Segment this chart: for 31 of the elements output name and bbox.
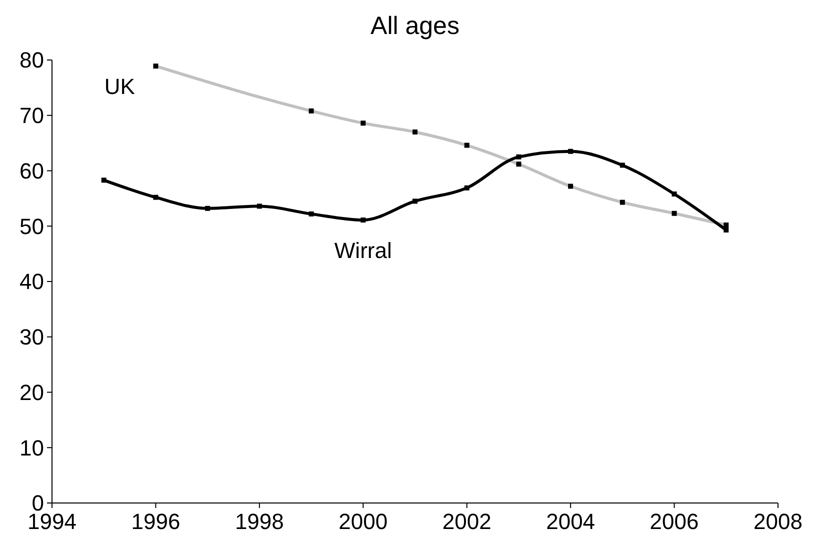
point — [464, 185, 470, 190]
chart-title: All ages — [370, 12, 460, 40]
x-tick-label: 1998 — [234, 509, 284, 534]
y-tick-label: 20 — [20, 380, 44, 405]
y-tick-label: 10 — [20, 435, 44, 460]
point — [620, 162, 625, 168]
point — [205, 206, 210, 211]
y-tick-label: 60 — [20, 158, 44, 184]
point — [672, 192, 677, 197]
point — [256, 204, 262, 209]
y-tick-label: 40 — [20, 269, 44, 294]
point — [360, 218, 366, 223]
point — [724, 228, 729, 232]
point — [153, 194, 158, 200]
x-tick-label: 2008 — [754, 509, 802, 534]
x-tick-label: 2000 — [338, 509, 388, 534]
x-tick-label: 2006 — [650, 509, 699, 534]
point — [412, 198, 418, 204]
y-tick-label: 80 — [20, 48, 44, 73]
x-tick-label: 2002 — [442, 509, 492, 534]
series-label: Wirral — [334, 238, 392, 264]
y-tick-label: 70 — [20, 103, 44, 128]
x-tick-label: 2004 — [546, 509, 596, 534]
y-tick-label: 30 — [20, 324, 44, 350]
point — [516, 154, 522, 160]
y-tick-label: 50 — [20, 214, 44, 239]
series-label: UK — [104, 74, 136, 100]
point — [568, 148, 574, 154]
point — [101, 178, 106, 183]
x-tick-label: 1996 — [131, 509, 180, 534]
point — [308, 211, 314, 216]
